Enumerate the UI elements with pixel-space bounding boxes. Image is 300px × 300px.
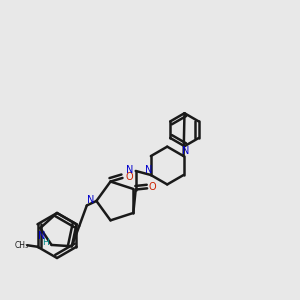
Text: H: H: [42, 238, 49, 247]
Text: N: N: [182, 146, 189, 156]
Text: CH₃: CH₃: [15, 241, 29, 250]
Text: N: N: [126, 165, 134, 175]
Text: O: O: [149, 182, 156, 192]
Text: N: N: [38, 232, 46, 242]
Text: O: O: [125, 172, 133, 182]
Text: N: N: [146, 165, 153, 175]
Text: N: N: [87, 195, 94, 205]
